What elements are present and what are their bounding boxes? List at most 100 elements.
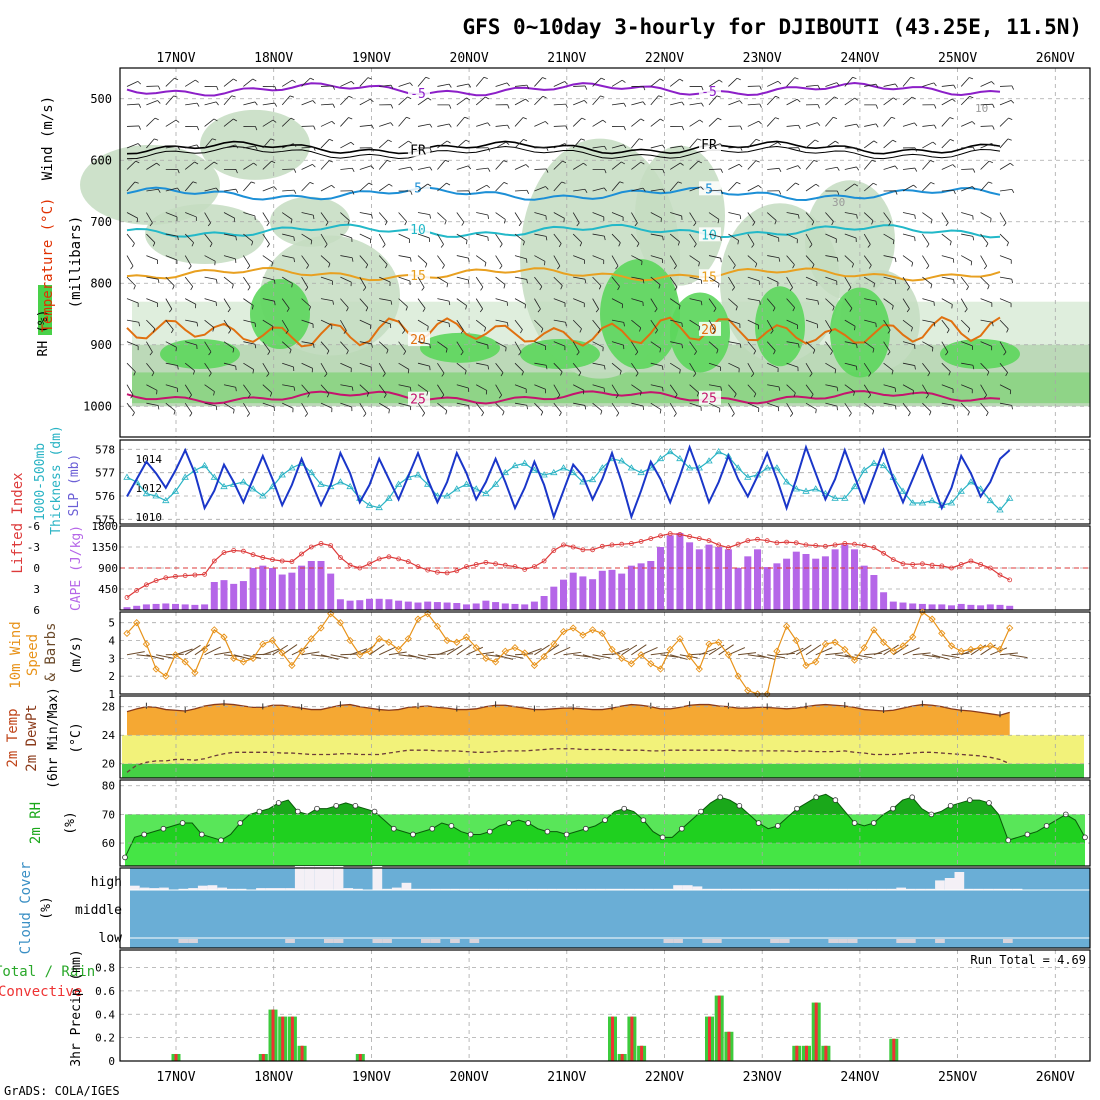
wind-barb <box>204 402 217 407</box>
wind-barb <box>282 362 294 368</box>
wind-barb <box>844 233 857 239</box>
rh-marker <box>122 854 128 861</box>
wind-barb <box>854 97 859 101</box>
wind-barb <box>410 166 413 171</box>
wind-barb <box>999 85 1013 87</box>
wind-barb <box>689 384 699 393</box>
wind-barb <box>592 145 605 149</box>
wind-barb <box>359 233 371 240</box>
temp-axis-label: 2m DewPt <box>24 704 40 771</box>
precip-convective-bar <box>708 1016 711 1061</box>
rh-marker <box>986 800 992 806</box>
wind-barb <box>584 405 587 410</box>
wind-barb <box>941 84 954 87</box>
wind-barb <box>252 369 255 374</box>
wind-barb <box>670 654 688 660</box>
wind-barb <box>611 102 624 106</box>
low-cloud-bar <box>779 939 790 943</box>
wind-barb <box>184 255 192 267</box>
wind-barb <box>999 138 1009 149</box>
wind-barb <box>720 236 722 241</box>
wind-barb <box>576 351 580 356</box>
wind-barb <box>243 233 254 242</box>
high-cloud-bar <box>294 866 305 890</box>
wind-barb <box>281 212 293 220</box>
wind-barb <box>126 81 139 87</box>
thickness-marker <box>520 459 529 466</box>
wind-barb <box>670 212 682 217</box>
wind-speed-marker <box>899 642 907 650</box>
wind-barb <box>922 233 930 245</box>
wind-barb <box>740 125 743 130</box>
high-cloud-bar <box>712 888 722 890</box>
thickness-axis-label: 1000-500mb <box>33 443 48 521</box>
wind-barb <box>699 119 704 123</box>
wind-barb <box>767 167 780 170</box>
wind-barb <box>146 100 158 106</box>
wind-barb <box>951 304 953 309</box>
high-cloud-bar <box>217 887 227 890</box>
wind-speed-marker <box>200 645 209 654</box>
wind-barb <box>708 384 721 388</box>
wind-barb <box>573 402 586 406</box>
wind-barb <box>495 160 504 170</box>
wind-barb <box>301 146 314 149</box>
wind-barb <box>190 286 194 291</box>
wind-barb <box>631 212 638 224</box>
isotherm-label-bg <box>408 180 430 195</box>
wind-barb <box>553 646 571 656</box>
wind-barb <box>728 402 735 414</box>
wind-barb <box>809 244 813 248</box>
wind-speed-marker <box>860 644 868 652</box>
wind-barb <box>262 341 271 352</box>
wind-barb <box>235 188 239 193</box>
wind-barb <box>961 362 974 366</box>
cape-bar <box>589 579 597 610</box>
rh-marker <box>717 794 723 800</box>
wind-barb <box>902 255 913 263</box>
wind-barb <box>149 351 153 356</box>
wind-barb <box>262 233 270 245</box>
low-cloud-bar <box>333 939 344 943</box>
rh-moist-shade <box>940 338 1020 369</box>
wind-speed-marker <box>462 633 471 641</box>
date-label-top: 26NOV <box>1036 51 1075 66</box>
wind-barb <box>359 212 372 216</box>
high-cloud-bar <box>304 866 315 890</box>
wind-barb <box>700 186 704 190</box>
thickness-marker <box>947 499 956 506</box>
wind-barb <box>126 103 139 106</box>
wind-barb <box>126 341 139 347</box>
wind-barb <box>301 651 320 656</box>
cape-bar <box>715 547 723 610</box>
wind-barb <box>252 78 257 82</box>
wind-barb <box>611 341 624 346</box>
wind-speed-marker <box>569 624 577 632</box>
wind-barb <box>891 305 894 310</box>
precip-convective-bar <box>281 1016 285 1061</box>
wind-barb <box>999 188 1012 192</box>
cape-bar <box>618 573 626 610</box>
lifted-tick-label: 3 <box>33 583 40 596</box>
wind-barb <box>359 341 372 345</box>
wind-barb <box>526 279 528 284</box>
wind-barb <box>340 117 349 127</box>
wind-barb <box>856 344 858 349</box>
wind-barb <box>429 214 431 219</box>
wind-barb <box>340 402 352 408</box>
wind-barb <box>674 286 678 291</box>
low-cloud-bar <box>896 939 906 943</box>
wind-barb <box>849 308 853 312</box>
wind-barb <box>325 222 329 226</box>
lifted-index-marker <box>726 545 731 551</box>
wind-barb <box>223 341 235 349</box>
high-cloud-bar <box>867 888 877 890</box>
wind-barb <box>922 319 935 323</box>
wind-barb <box>631 118 641 127</box>
wind-barb <box>313 343 315 348</box>
wind-barb <box>602 119 607 123</box>
wind-barb <box>592 255 604 261</box>
thickness-marker <box>559 464 568 471</box>
wind-barb <box>941 319 950 330</box>
